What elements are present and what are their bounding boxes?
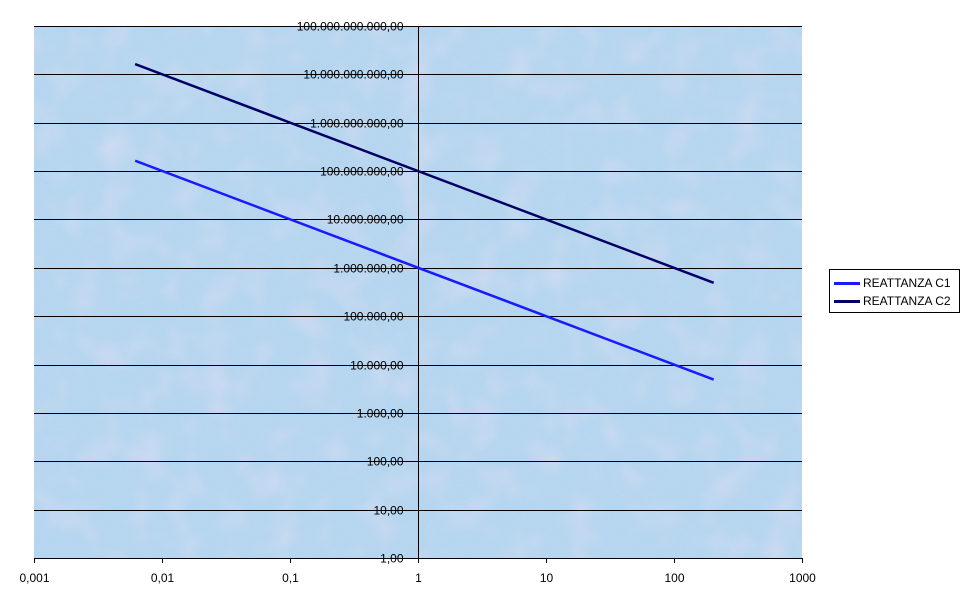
axes: 0,001 0,01 0,1 1 10 100 1000 1,00 10,00 100,00 1.0… bbox=[19, 20, 816, 586]
y-tick-label: 1,00 bbox=[380, 552, 404, 566]
legend-item-c2: REATTANZA C2 bbox=[834, 292, 959, 310]
x-tick-label: 1 bbox=[415, 571, 422, 585]
series-line-2 bbox=[134, 62, 715, 285]
y-tick-label: 100,00 bbox=[367, 455, 404, 469]
legend-item-c1: REATTANZA C1 bbox=[834, 274, 959, 292]
series-line-1 bbox=[134, 159, 715, 381]
y-tick-label: 100.000.000,00 bbox=[320, 165, 404, 179]
y-tick-label: 10.000.000,00 bbox=[327, 213, 404, 227]
y-tick-label: 1.000.000,00 bbox=[333, 262, 403, 276]
y-tick-label: 100.000,00 bbox=[343, 310, 403, 324]
y-tick-label: 1.000.000.000,00 bbox=[310, 117, 404, 131]
x-tick-label: 0,01 bbox=[151, 571, 175, 585]
y-tick-label: 10,00 bbox=[373, 504, 403, 518]
x-tick-label: 100 bbox=[664, 571, 684, 585]
legend-label-c2: REATTANZA C2 bbox=[863, 294, 951, 308]
legend-label-c1: REATTANZA C1 bbox=[863, 276, 951, 290]
legend-swatch-c1 bbox=[834, 281, 860, 285]
legend: REATTANZA C1 REATTANZA C2 bbox=[829, 269, 960, 313]
x-tick-label: 10 bbox=[540, 571, 554, 585]
x-tick-label: 1000 bbox=[789, 571, 816, 585]
legend-swatch-c2 bbox=[834, 299, 860, 303]
y-tick-label: 10.000.000.000,00 bbox=[303, 68, 403, 82]
y-tick-label: 100.000.000.000,00 bbox=[297, 20, 404, 34]
series-lines bbox=[134, 62, 715, 381]
x-tick-label: 0,1 bbox=[282, 571, 299, 585]
y-tick-label: 10.000,00 bbox=[350, 359, 404, 373]
y-tick-label: 1.000,00 bbox=[357, 407, 404, 421]
x-tick-label: 0,001 bbox=[19, 571, 49, 585]
